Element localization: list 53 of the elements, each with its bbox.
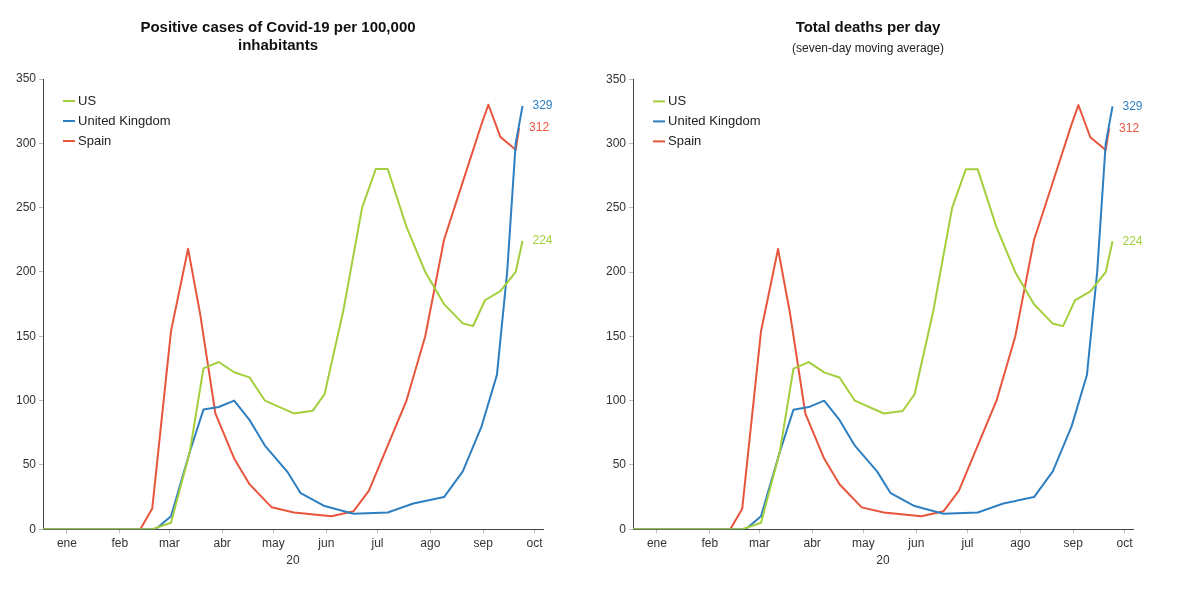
y-tick-label: 250 — [605, 200, 627, 215]
x-tick-label: mar — [158, 535, 180, 550]
x-tick-label: jul — [370, 535, 384, 550]
y-tick-label: 100 — [605, 393, 627, 407]
x-tick-label: abr — [213, 535, 231, 550]
x-tick-label: ene — [646, 535, 668, 550]
x-tick-label: mar — [748, 535, 770, 550]
data-label: 224 — [532, 233, 553, 248]
chart-title: Total deaths per day — [795, 18, 942, 36]
legend-label: Spain — [668, 132, 702, 148]
x-axis-title: 20 — [286, 553, 300, 568]
x-tick-label: abr — [803, 535, 821, 550]
x-tick-label: sep — [473, 535, 494, 550]
data-label: 329 — [532, 98, 553, 113]
legend-label: United Kingdom — [78, 112, 171, 128]
y-tick-label: 0 — [619, 521, 627, 536]
y-tick-label: 350 — [605, 71, 627, 86]
x-tick-label: ago — [1010, 535, 1031, 550]
legend-label: Spain — [78, 132, 112, 148]
y-tick-label: 200 — [15, 264, 37, 279]
x-tick-label: feb — [701, 535, 719, 550]
x-tick-label: jul — [960, 535, 974, 550]
x-tick-label: may — [262, 535, 285, 550]
y-tick-label: 350 — [15, 71, 37, 86]
y-tick-label: 300 — [605, 135, 627, 150]
x-tick-label: ago — [420, 535, 441, 550]
y-tick-label: 150 — [605, 328, 627, 343]
x-tick-label: jun — [907, 535, 925, 550]
legend-label: US — [668, 92, 687, 108]
x-tick-label: feb — [111, 535, 129, 550]
x-tick-label: oct — [526, 535, 544, 550]
y-tick-label: 50 — [612, 457, 627, 472]
x-tick-label: oct — [1116, 535, 1134, 550]
x-tick-label: ene — [56, 535, 78, 550]
data-label: 312 — [1119, 120, 1140, 135]
x-tick-label: sep — [1063, 535, 1084, 550]
chart-title: Positive cases of Covid-19 per 100,000 inhabitants — [140, 18, 416, 54]
y-tick-label: 250 — [15, 199, 37, 214]
legend-label: United Kingdom — [668, 112, 761, 128]
y-tick-label: 200 — [605, 264, 627, 279]
y-tick-label: 0 — [29, 521, 37, 536]
data-label: 224 — [1122, 233, 1143, 248]
x-tick-label: jun — [317, 535, 335, 550]
y-tick-label: 100 — [15, 392, 37, 407]
data-label: 329 — [1122, 98, 1143, 113]
chart-subtitle: (seven-day moving average) — [791, 40, 945, 55]
data-label: 312 — [529, 120, 550, 135]
y-tick-label: 300 — [15, 135, 37, 150]
y-tick-label: 150 — [15, 328, 37, 343]
x-axis-title: 20 — [876, 553, 890, 568]
y-tick-label: 50 — [22, 457, 37, 472]
legend-label: US — [78, 92, 97, 108]
x-tick-label: may — [852, 535, 875, 550]
